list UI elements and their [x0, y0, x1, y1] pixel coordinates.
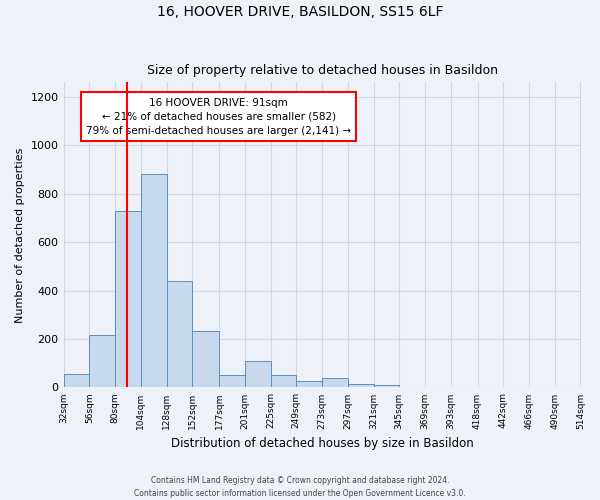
Bar — [374, 385, 399, 388]
Bar — [245, 361, 271, 388]
Bar — [192, 330, 219, 388]
Bar — [115, 210, 141, 388]
X-axis label: Distribution of detached houses by size in Basildon: Distribution of detached houses by size … — [170, 437, 473, 450]
Bar — [219, 376, 245, 388]
Bar — [141, 174, 167, 388]
Bar — [64, 374, 89, 388]
Y-axis label: Number of detached properties: Number of detached properties — [15, 147, 25, 322]
Title: Size of property relative to detached houses in Basildon: Size of property relative to detached ho… — [146, 64, 497, 77]
Text: 16 HOOVER DRIVE: 91sqm
← 21% of detached houses are smaller (582)
79% of semi-de: 16 HOOVER DRIVE: 91sqm ← 21% of detached… — [86, 98, 351, 136]
Text: Contains HM Land Registry data © Crown copyright and database right 2024.
Contai: Contains HM Land Registry data © Crown c… — [134, 476, 466, 498]
Bar — [271, 376, 296, 388]
Bar — [167, 281, 192, 388]
Bar — [296, 382, 322, 388]
Bar — [322, 378, 348, 388]
Bar — [89, 336, 115, 388]
Bar — [348, 384, 374, 388]
Text: 16, HOOVER DRIVE, BASILDON, SS15 6LF: 16, HOOVER DRIVE, BASILDON, SS15 6LF — [157, 5, 443, 19]
